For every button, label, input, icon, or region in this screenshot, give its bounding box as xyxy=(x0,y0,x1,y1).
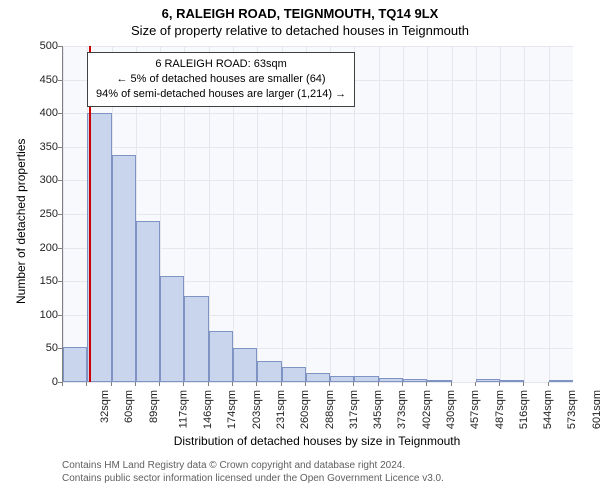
gridline-v xyxy=(500,46,501,382)
histogram-bar xyxy=(403,379,427,382)
histogram-bar xyxy=(549,380,573,382)
x-tick-label: 457sqm xyxy=(469,390,481,429)
y-tick-label: 300 xyxy=(40,174,58,186)
gridline-v xyxy=(427,46,428,382)
x-tick-mark xyxy=(451,382,452,386)
x-tick-label: 231sqm xyxy=(275,390,287,429)
x-tick-mark xyxy=(353,382,354,386)
x-tick-mark xyxy=(402,382,403,386)
gridline-h xyxy=(63,113,573,114)
histogram-bar xyxy=(354,376,378,382)
x-tick-label: 89sqm xyxy=(148,390,160,423)
x-tick-mark xyxy=(135,382,136,386)
histogram-bar xyxy=(184,296,208,382)
y-tick-label: 250 xyxy=(40,208,58,220)
histogram-bar xyxy=(306,373,330,382)
x-tick-mark xyxy=(183,382,184,386)
x-tick-label: 32sqm xyxy=(99,390,111,423)
y-tick-label: 100 xyxy=(40,309,58,321)
x-tick-label: 487sqm xyxy=(494,390,506,429)
x-tick-mark xyxy=(111,382,112,386)
gridline-h xyxy=(63,382,573,383)
x-tick-mark xyxy=(86,382,87,386)
x-tick-mark xyxy=(523,382,524,386)
y-axis-label: Number of detached properties xyxy=(14,139,28,304)
gridline-h xyxy=(63,180,573,181)
x-tick-mark xyxy=(329,382,330,386)
x-tick-label: 317sqm xyxy=(348,390,360,429)
y-tick-label: 150 xyxy=(40,275,58,287)
x-tick-label: 174sqm xyxy=(227,390,239,429)
x-tick-label: 402sqm xyxy=(421,390,433,429)
page-suptitle: 6, RALEIGH ROAD, TEIGNMOUTH, TQ14 9LX xyxy=(0,0,600,21)
gridline-h xyxy=(63,46,573,47)
x-tick-mark xyxy=(232,382,233,386)
x-tick-mark xyxy=(159,382,160,386)
annotation-larger: 94% of semi-detached houses are larger (… xyxy=(96,87,346,102)
x-tick-mark xyxy=(281,382,282,386)
footnote-line2: Contains public sector information licen… xyxy=(62,472,444,485)
histogram-bar xyxy=(257,361,281,383)
gridline-h xyxy=(63,147,573,148)
gridline-v xyxy=(452,46,453,382)
histogram-bar xyxy=(136,221,160,382)
x-tick-label: 117sqm xyxy=(177,390,189,428)
x-tick-label: 430sqm xyxy=(445,390,457,429)
y-tick-label: 450 xyxy=(40,74,58,86)
annotation-box: 6 RALEIGH ROAD: 63sqm ← 5% of detached h… xyxy=(87,52,355,107)
x-tick-label: 516sqm xyxy=(518,390,530,429)
y-tick-label: 350 xyxy=(40,141,58,153)
histogram-bar xyxy=(379,378,403,382)
annotation-property: 6 RALEIGH ROAD: 63sqm xyxy=(96,57,346,72)
histogram-bar xyxy=(476,379,500,382)
histogram-bar xyxy=(427,380,451,382)
gridline-v xyxy=(379,46,380,382)
gridline-h xyxy=(63,214,573,215)
gridline-v xyxy=(403,46,404,382)
histogram-bar xyxy=(282,367,306,382)
annotation-smaller: ← 5% of detached houses are smaller (64) xyxy=(96,72,346,87)
y-tick-label: 400 xyxy=(40,107,58,119)
gridline-v xyxy=(549,46,550,382)
histogram-bar xyxy=(209,331,233,382)
x-tick-mark xyxy=(548,382,549,386)
x-tick-mark xyxy=(256,382,257,386)
x-tick-label: 203sqm xyxy=(251,390,263,429)
histogram-bar xyxy=(160,276,184,382)
x-tick-label: 260sqm xyxy=(299,390,311,429)
gridline-v xyxy=(476,46,477,382)
x-tick-label: 573sqm xyxy=(567,390,579,429)
footnote: Contains HM Land Registry data © Crown c… xyxy=(62,459,444,485)
gridline-v xyxy=(524,46,525,382)
x-tick-label: 345sqm xyxy=(372,390,384,429)
x-tick-label: 146sqm xyxy=(202,390,214,429)
x-tick-label: 288sqm xyxy=(324,390,336,429)
histogram-bar xyxy=(63,347,87,382)
page-title: Size of property relative to detached ho… xyxy=(0,21,600,38)
x-tick-label: 60sqm xyxy=(123,390,135,423)
x-tick-mark xyxy=(426,382,427,386)
x-tick-label: 373sqm xyxy=(397,390,409,429)
x-tick-label: 544sqm xyxy=(542,390,554,429)
x-tick-mark xyxy=(499,382,500,386)
x-tick-label: 601sqm xyxy=(591,390,600,429)
gridline-v xyxy=(63,46,64,382)
x-tick-mark xyxy=(62,382,63,386)
histogram-bar xyxy=(112,155,136,382)
histogram-bar xyxy=(500,380,524,382)
x-tick-mark xyxy=(378,382,379,386)
histogram-bar xyxy=(233,348,257,382)
footnote-line1: Contains HM Land Registry data © Crown c… xyxy=(62,459,444,472)
histogram-bar xyxy=(330,376,354,382)
y-tick-label: 50 xyxy=(46,342,58,354)
histogram-plot-area: 6 RALEIGH ROAD: 63sqm ← 5% of detached h… xyxy=(62,46,573,383)
x-tick-mark xyxy=(305,382,306,386)
x-tick-mark xyxy=(208,382,209,386)
y-tick-label: 200 xyxy=(40,242,58,254)
y-tick-label: 500 xyxy=(40,40,58,52)
x-tick-mark xyxy=(475,382,476,386)
x-axis-label: Distribution of detached houses by size … xyxy=(62,434,572,448)
